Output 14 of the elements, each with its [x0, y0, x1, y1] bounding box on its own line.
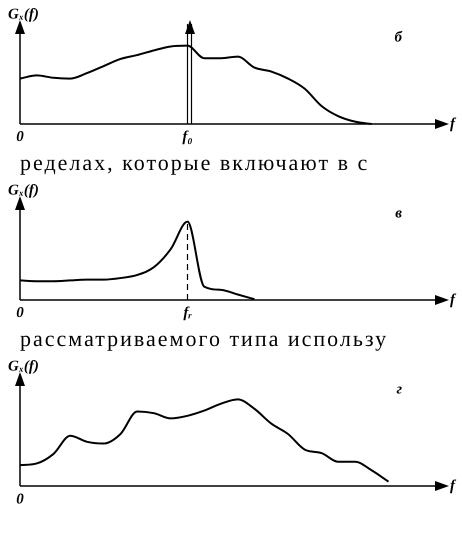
text: 0 [16, 491, 24, 508]
chart-title: в [395, 205, 402, 222]
y-axis-title: Gₓ(f) [8, 6, 39, 22]
x-axis-title: f [450, 478, 457, 494]
y-axis-title: Gₓ(f) [8, 358, 39, 374]
x-tick-label: fᵣ [183, 304, 192, 321]
y-axis-title: Gₓ(f) [8, 182, 39, 198]
x-axis-title: f [450, 116, 457, 132]
chart-title: б [394, 29, 402, 46]
chart-title: г [396, 381, 402, 398]
x-axis-title: f [450, 292, 457, 308]
x-tick-label: f₀ [182, 128, 193, 145]
text: ределах, которые включают в с [19, 150, 370, 176]
text: рассматриваемого типа использу [19, 326, 390, 352]
